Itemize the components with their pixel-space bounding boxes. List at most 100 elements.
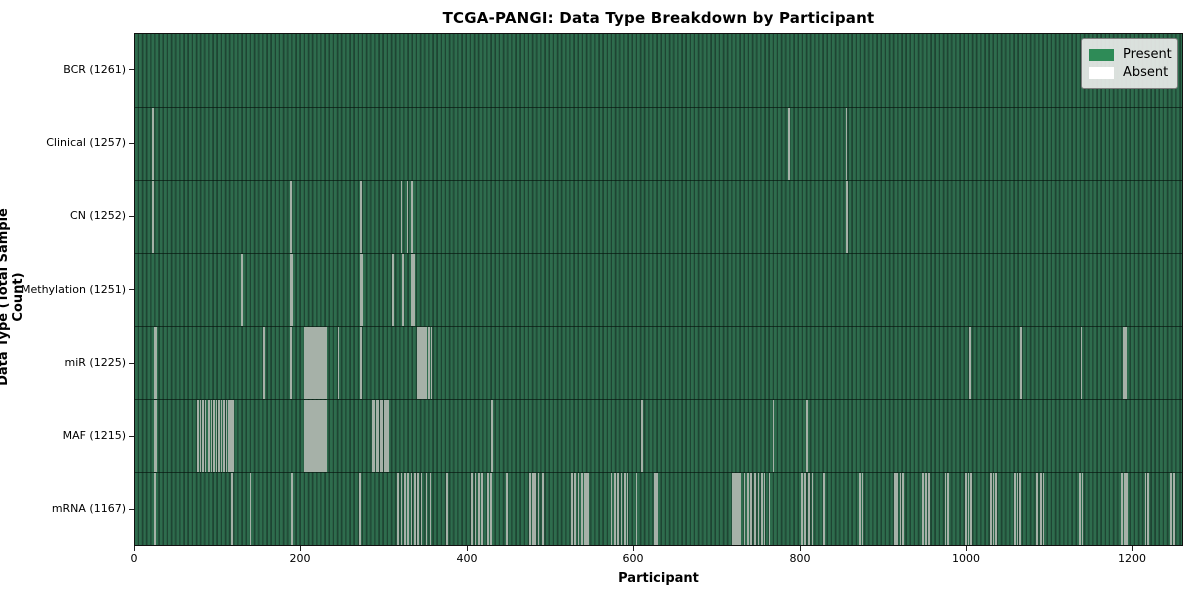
absent-mark bbox=[990, 472, 992, 545]
xtick-label-0: 0 bbox=[130, 552, 138, 565]
absent-mark bbox=[411, 180, 414, 253]
absent-mark bbox=[746, 472, 749, 545]
absent-mark bbox=[323, 399, 326, 472]
absent-mark bbox=[768, 472, 771, 545]
absent-mark bbox=[620, 472, 623, 545]
absent-mark bbox=[400, 472, 403, 545]
absent-mark bbox=[626, 472, 629, 545]
absent-mark bbox=[313, 326, 316, 399]
ytick-label-bcr: BCR (1261) bbox=[63, 63, 126, 76]
absent-mark bbox=[227, 399, 230, 472]
absent-mark bbox=[537, 472, 540, 545]
absent-mark bbox=[1020, 326, 1022, 399]
absent-mark bbox=[249, 472, 252, 545]
absent-mark bbox=[315, 399, 317, 472]
ytick-label-maf: MAF (1215) bbox=[62, 429, 126, 442]
absent-mark bbox=[430, 326, 433, 399]
absent-mark bbox=[471, 472, 473, 545]
absent-mark bbox=[360, 253, 363, 326]
absent-mark bbox=[197, 399, 199, 472]
absent-mark bbox=[922, 472, 924, 545]
absent-mark bbox=[291, 253, 293, 326]
absent-mark bbox=[970, 472, 972, 545]
absent-mark bbox=[902, 472, 904, 545]
absent-mark bbox=[506, 472, 508, 545]
absent-swatch-icon bbox=[1089, 66, 1114, 79]
absent-mark bbox=[218, 399, 220, 472]
absent-mark bbox=[587, 472, 590, 545]
absent-mark bbox=[321, 399, 324, 472]
absent-mark bbox=[1019, 472, 1021, 545]
absent-mark bbox=[225, 399, 228, 472]
absent-mark bbox=[417, 326, 419, 399]
absent-mark bbox=[230, 399, 233, 472]
absent-mark bbox=[861, 472, 864, 545]
absent-mark bbox=[925, 472, 928, 545]
xtick-mark bbox=[467, 546, 468, 551]
absent-mark bbox=[400, 180, 403, 253]
ytick-mark bbox=[129, 289, 134, 290]
absent-mark bbox=[420, 472, 423, 545]
absent-mark bbox=[381, 399, 384, 472]
absent-mark bbox=[735, 472, 737, 545]
absent-mark bbox=[585, 472, 588, 545]
absent-mark bbox=[154, 399, 157, 472]
absent-mark bbox=[1035, 472, 1038, 545]
absent-mark bbox=[1126, 472, 1129, 545]
absent-mark bbox=[220, 399, 223, 472]
absent-mark bbox=[410, 472, 413, 545]
absent-mark bbox=[750, 472, 752, 545]
xtick-label-800: 800 bbox=[789, 552, 811, 565]
absent-mark bbox=[580, 472, 583, 545]
absent-mark bbox=[474, 472, 477, 545]
absent-mark bbox=[927, 472, 930, 545]
row-band-mir bbox=[135, 325, 1182, 399]
absent-mark bbox=[308, 326, 311, 399]
absent-mark bbox=[152, 107, 155, 180]
absent-mark bbox=[291, 472, 293, 545]
absent-mark bbox=[1040, 472, 1042, 545]
absent-mark bbox=[614, 472, 616, 545]
absent-mark bbox=[1147, 472, 1149, 545]
absent-mark bbox=[413, 253, 415, 326]
absent-mark bbox=[1121, 472, 1124, 545]
y-axis-label: Data Type (Total Sample Count) bbox=[0, 208, 26, 386]
ytick-label-mir: miR (1225) bbox=[64, 356, 127, 369]
absent-mark bbox=[624, 472, 626, 545]
ytick-mark bbox=[129, 436, 134, 437]
row-band-methylation bbox=[135, 252, 1182, 326]
absent-mark bbox=[321, 326, 324, 399]
absent-mark bbox=[202, 399, 204, 472]
absent-mark bbox=[402, 253, 405, 326]
absent-mark bbox=[375, 399, 378, 472]
absent-mark bbox=[490, 472, 493, 545]
absent-mark bbox=[311, 399, 314, 472]
absent-mark bbox=[305, 326, 307, 399]
absent-mark bbox=[425, 472, 428, 545]
absent-mark bbox=[896, 472, 899, 545]
legend-label-present: Present bbox=[1123, 47, 1172, 62]
xtick-label-1200: 1200 bbox=[1118, 552, 1146, 565]
absent-mark bbox=[893, 472, 896, 545]
absent-mark bbox=[491, 399, 493, 472]
absent-mark bbox=[1080, 326, 1083, 399]
absent-mark bbox=[653, 472, 656, 545]
absent-mark bbox=[313, 399, 316, 472]
absent-mark bbox=[417, 472, 419, 545]
absent-mark bbox=[425, 326, 428, 399]
absent-mark bbox=[423, 326, 426, 399]
absent-mark bbox=[306, 399, 309, 472]
absent-mark bbox=[323, 326, 326, 399]
absent-mark bbox=[992, 472, 995, 545]
row-band-clinical bbox=[135, 106, 1182, 180]
absent-mark bbox=[1016, 472, 1019, 545]
absent-mark bbox=[947, 472, 949, 545]
absent-mark bbox=[845, 107, 848, 180]
absent-mark bbox=[1172, 472, 1175, 545]
absent-mark bbox=[320, 326, 322, 399]
absent-mark bbox=[420, 326, 423, 399]
absent-mark bbox=[846, 180, 849, 253]
absent-mark bbox=[1125, 326, 1128, 399]
absent-mark bbox=[290, 326, 292, 399]
